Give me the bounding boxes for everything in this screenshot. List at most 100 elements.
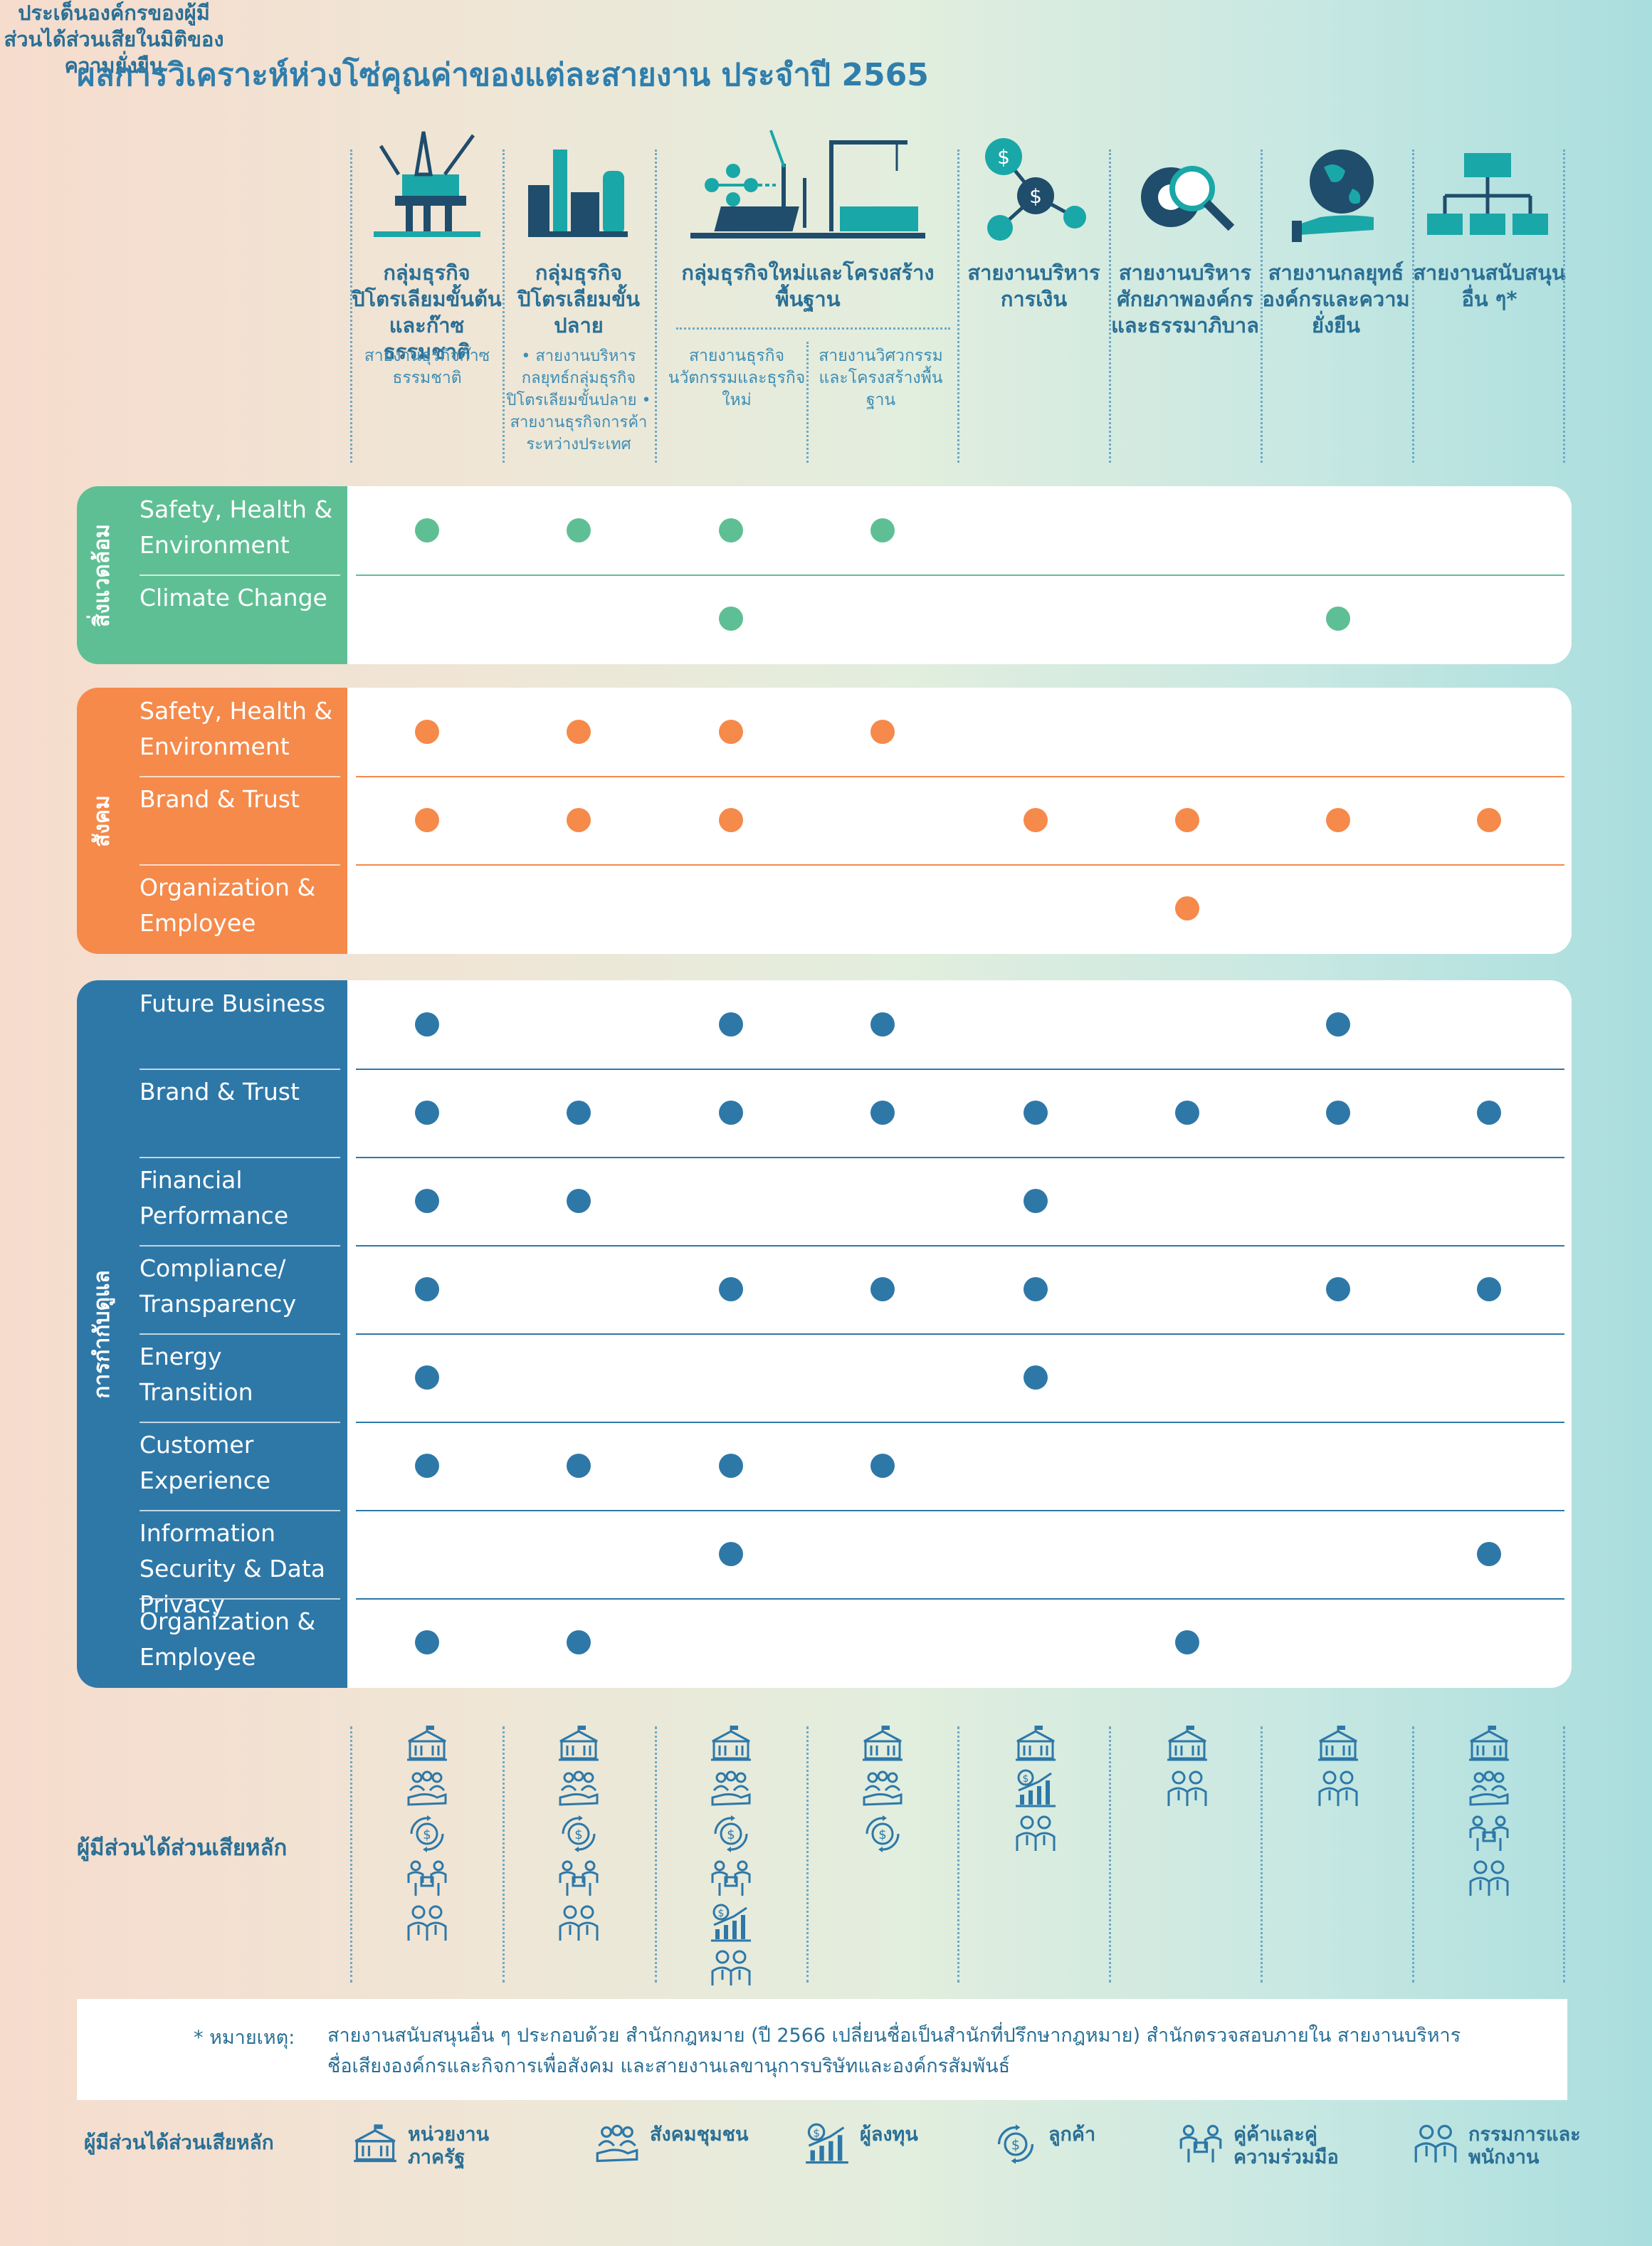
legend-item-label: หน่วยงานภาครัฐ <box>408 2124 490 2168</box>
matrix-dot <box>415 1454 439 1478</box>
matrix-dot <box>1024 1277 1048 1301</box>
note-box <box>77 1999 1567 2100</box>
matrix-dot <box>1175 1630 1199 1654</box>
row-separator <box>140 1333 340 1335</box>
matrix-dot <box>719 808 743 832</box>
matrix-dot <box>1175 808 1199 832</box>
stakeholders-label: ผู้มีส่วนได้ส่วนเสียหลัก <box>77 1835 288 1861</box>
renewable-infrastructure-icon <box>690 130 925 238</box>
community-icon <box>406 1769 448 1812</box>
row-separator <box>140 574 340 576</box>
row-separator <box>140 864 340 866</box>
row-label: Financial Performance <box>140 1166 289 1229</box>
section-0: สิ่งแวดล้อม Safety, Health & Environment C… <box>77 486 1572 664</box>
matrix-dot <box>415 808 439 832</box>
matrix-dot <box>1477 1542 1501 1566</box>
row-divider <box>356 1069 1564 1070</box>
matrix-dot <box>870 1454 895 1478</box>
row-label: Information Security & Data Privacy <box>140 1519 326 1618</box>
column-sub-upstream: สายงานธุรกิจก๊าซธรรมชาติ <box>364 347 490 387</box>
section-2: การกำกับดูแล Future Business Brand & Trust… <box>77 980 1572 1688</box>
partner-icon <box>1468 1814 1510 1857</box>
matrix-dot <box>415 1012 439 1037</box>
column-head-finance: สายงานบริหารการเงิน <box>967 261 1100 311</box>
community-icon <box>557 1769 600 1812</box>
divider <box>350 1726 352 1983</box>
divider <box>1412 1726 1414 1983</box>
row-separator <box>140 1510 340 1511</box>
investor-icon: $ <box>804 2123 850 2168</box>
matrix-dot <box>870 1101 895 1125</box>
column-head-upstream: กลุ่มธุรกิจปิโตรเลียมขั้นต้นและก๊าซธรรมช… <box>352 261 502 364</box>
divider <box>1261 1726 1263 1983</box>
divider <box>1261 149 1263 463</box>
investor-icon: $ <box>1014 1769 1057 1812</box>
svg-text:$: $ <box>813 2126 820 2139</box>
matrix-dot <box>719 518 743 542</box>
matrix-dot <box>567 720 591 744</box>
column-sub-downstream: • สายงานบริหารกลยุทธ์กลุ่มธุรกิจปิโตรเลี… <box>506 347 651 453</box>
row-divider <box>356 1157 1564 1158</box>
row-divider <box>356 1333 1564 1335</box>
divider <box>1563 149 1565 463</box>
row-divider <box>356 574 1564 576</box>
matrix-dot <box>1175 1101 1199 1125</box>
employee-icon <box>1413 2123 1458 2168</box>
matrix-dot <box>870 1012 895 1037</box>
row-divider <box>356 1422 1564 1423</box>
government-icon <box>861 1724 904 1767</box>
svg-text:$: $ <box>727 1827 735 1842</box>
government-icon <box>1468 1724 1510 1767</box>
matrix-dot <box>1477 1277 1501 1301</box>
section-category-label: สิ่งแวดล้อม <box>89 523 115 627</box>
svg-text:$: $ <box>423 1827 431 1842</box>
government-icon <box>1166 1724 1209 1767</box>
section-label-panel <box>77 688 347 954</box>
row-label: Compliance/ Transparency <box>140 1254 297 1318</box>
matrix-dot <box>415 1630 439 1654</box>
matrix-dot <box>1326 1012 1350 1037</box>
community-icon <box>861 1769 904 1812</box>
gear-search-icon <box>1141 166 1235 231</box>
legend-item-label: ผู้ลงทุน <box>860 2124 918 2146</box>
row-label: Energy Transition <box>140 1343 253 1406</box>
matrix-dot <box>567 1454 591 1478</box>
matrix-dot <box>719 1542 743 1566</box>
customer-icon: $ <box>861 1814 904 1857</box>
divider <box>806 1726 809 1983</box>
svg-text:$: $ <box>718 1908 725 1919</box>
matrix-dot <box>1326 1277 1350 1301</box>
note-text: สายงานสนับสนุนอื่น ๆ ประกอบด้วย สำนักกฎห… <box>327 2025 1461 2077</box>
partner-icon <box>557 1859 600 1901</box>
divider <box>806 342 809 463</box>
row-label: Future Business <box>140 990 326 1017</box>
employee-icon <box>1317 1769 1359 1812</box>
partner-icon <box>1178 2123 1224 2168</box>
matrix-dot <box>415 1365 439 1390</box>
employee-icon <box>406 1904 448 1946</box>
matrix-dot <box>719 1101 743 1125</box>
issues-header: ประเด็นองค์กรของผู้มีส่วนได้ส่วนเสียในมิ… <box>4 1 224 78</box>
matrix-dot <box>719 1454 743 1478</box>
matrix-dot <box>567 1630 591 1654</box>
column-head-governance: สายงานบริหารศักยภาพองค์กรและธรรมาภิบาล <box>1111 261 1259 337</box>
investor-icon: $ <box>710 1904 752 1946</box>
government-icon <box>406 1724 448 1767</box>
row-divider <box>356 864 1564 866</box>
svg-text:$: $ <box>1023 1773 1029 1785</box>
legend-item-label: กรรมการและพนักงาน <box>1468 2124 1581 2168</box>
section-category-label: การกำกับดูแล <box>89 1269 115 1399</box>
row-label: Brand & Trust <box>140 1078 300 1106</box>
matrix-dot <box>1477 1101 1501 1125</box>
page-title: ผลการวิเคราะห์ห่วงโซ่คุณค่าของแต่ละสายงา… <box>77 57 929 93</box>
section-1: สังคม Safety, Health & Environment Brand &… <box>77 688 1572 954</box>
matrix-dot <box>567 1101 591 1125</box>
column-head-new-business: กลุ่มธุรกิจใหม่และโครงสร้างพื้นฐาน <box>681 261 935 311</box>
row-separator <box>140 1157 340 1158</box>
finance-network-icon: $ $ <box>985 138 1086 241</box>
new-business-divider <box>676 327 950 330</box>
column-sub-engineering: สายงานวิศวกรรมและโครงสร้างพื้นฐาน <box>819 347 943 409</box>
divider <box>1563 1726 1565 1983</box>
row-label: Safety, Health & Environment <box>140 495 333 559</box>
row-separator <box>140 1245 340 1247</box>
